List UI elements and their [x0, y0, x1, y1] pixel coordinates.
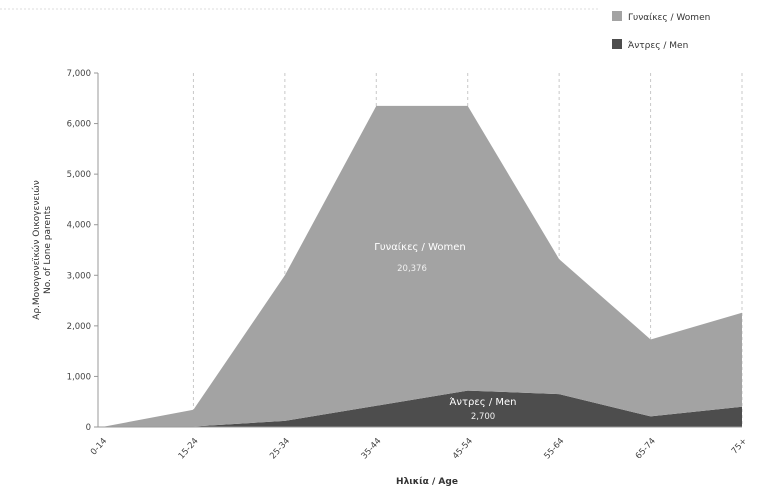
- x-tick-label: 25-34: [268, 436, 292, 461]
- x-tick-label: 15-24: [177, 436, 201, 461]
- x-axis-title: Ηλικία / Age: [396, 476, 458, 487]
- y-axis-title-line1: Αρ.Μονογονεϊκών Οικογενειών: [31, 180, 42, 320]
- legend-label-men: Άντρες / Men: [628, 41, 688, 51]
- area-series-1: [102, 105, 742, 428]
- legend-label-women: Γυναίκες / Women: [628, 13, 710, 23]
- stacked-areas: [102, 105, 742, 428]
- y-tick-label: 6,000: [67, 120, 91, 130]
- y-tick-label: 1,000: [67, 372, 91, 382]
- y-tick-label: 2,000: [67, 322, 91, 332]
- x-tick-label: 75+: [730, 436, 749, 456]
- x-tick-label: 0-14: [89, 436, 109, 457]
- legend-swatch-men: [612, 39, 622, 49]
- y-tick-label: 4,000: [67, 221, 91, 231]
- x-tick-label: 55-64: [542, 436, 566, 461]
- x-tick-label: 65-74: [634, 436, 658, 461]
- x-tick-label: 35-44: [360, 436, 384, 461]
- area-series-0: [102, 390, 742, 427]
- x-axis: 0-14 15-24 25-34 35-44 45-54 55-64 65-74 75+: [89, 426, 749, 461]
- men-area-total: 2,700: [471, 412, 495, 422]
- y-tick-label: 3,000: [67, 271, 91, 281]
- y-axis: 0 1,000 2,000 3,000 4,000 5,000 6,000 7,000: [67, 69, 99, 433]
- women-area-total: 20,376: [397, 264, 427, 274]
- y-tick-label: 0: [86, 423, 91, 433]
- y-axis-title-line2: No. of Lone parents: [43, 206, 53, 294]
- x-tick-label: 45-54: [451, 436, 475, 461]
- men-area-label: Άντρες / Men: [450, 396, 517, 408]
- legend-swatch-women: [612, 11, 622, 21]
- y-tick-label: 7,000: [67, 69, 91, 79]
- women-area-label: Γυναίκες / Women: [374, 241, 465, 253]
- y-tick-label: 5,000: [67, 170, 91, 180]
- legend: Γυναίκες / Women Άντρες / Men: [612, 11, 710, 51]
